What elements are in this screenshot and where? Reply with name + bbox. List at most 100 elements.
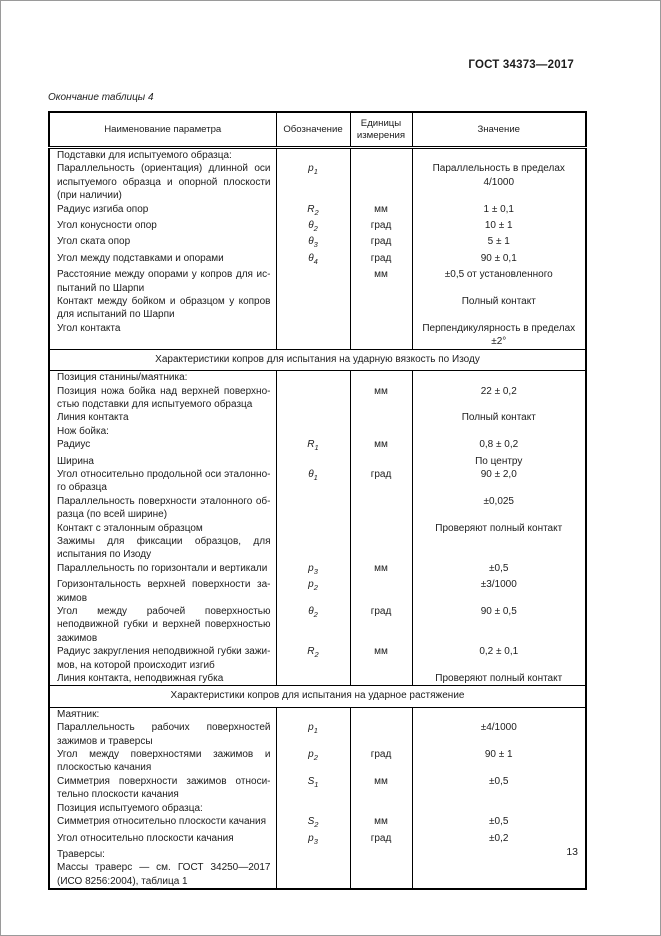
table-header-row: Наименование параметра Обозначение Едини… [49,112,586,149]
section-header-row: Характеристики копров для испытания на у… [49,685,586,708]
param-symbol-cell [276,521,351,535]
param-name-cell: Угол между подставками и опорами [49,251,277,269]
param-value-cell: Проверяют полный контакт [435,522,563,534]
param-symbol-cell [276,707,351,722]
param-name-cell: Линия контакта, неподвижная губка [49,672,277,686]
param-value-cell: 90 ± 0,1 [480,252,517,264]
table-row: Угол между подставками и опорами θ4 град 90… [49,251,586,269]
param-unit-cell [350,454,413,468]
param-value-cell: ±3/1000 [480,579,517,591]
param-symbol-cell: S2 [276,815,351,832]
param-unit-cell [350,847,413,862]
table-row: Маятник: [49,707,586,722]
param-name-cell: Угол между поверхностями зажимов и плоск… [49,748,277,775]
column-header-units: Единицы измерения [350,112,413,149]
table-row: Параллельность рабочих поверхностей зажи… [49,721,586,749]
table-row: Расстояние между опорами у копров для ис… [49,268,586,296]
param-symbol-cell [276,321,351,350]
param-symbol-cell [276,672,351,686]
param-name-cell: Маятник: [49,707,277,722]
table-row: Угол между рабочей поверхностью неподвиж… [49,605,586,646]
table-row: Угол относительно плоскости качания p3 гра… [49,831,586,848]
param-value-cell: 0,8 ± 0,2 [479,439,519,451]
table-row: Симметрия относительно плоскости качания… [49,815,586,832]
param-unit-cell [350,672,413,686]
param-name-cell: Параллельность (ориентация) длинной оси … [49,162,277,203]
param-unit-cell [350,801,413,816]
param-value-cell: По центру [475,455,523,467]
table-row: Линия контакта Полный контакт [49,411,586,425]
table-row: Позиция ножа бойка над верхней поверхно­… [49,384,586,412]
table-row: Радиус закругления неподвижной губки заж… [49,645,586,673]
column-header-designation: Обозначение [276,112,351,149]
param-value-cell: 5 ± 1 [487,236,510,248]
param-unit-cell: мм [350,815,413,832]
param-unit-cell [350,707,413,722]
param-name-cell: Угол конусности опор [49,219,277,236]
param-unit-cell: град [350,251,413,269]
param-unit-cell [350,521,413,535]
table-row: Параллельность поверхности эталонного об… [49,494,586,522]
param-unit-cell [350,147,413,163]
table-row: Зажимы для фиксации образцов, для испыта… [49,534,586,562]
param-name-cell: Радиус закругления неподвижной губки заж… [49,645,277,673]
table-row: Параллельность (ориентация) длинной оси … [49,162,586,203]
param-unit-cell [350,721,413,749]
table-row: Массы траверс — см. ГОСТ 34250—2017 (ИСО… [49,861,586,890]
param-value-cell: ±0,5 [489,775,509,787]
param-name-cell: Симметрия относительно плоскости качания [49,815,277,832]
param-unit-cell: мм [350,645,413,673]
param-name-cell: Траверсы: [49,847,277,862]
param-name-cell: Подставки для испытуемого образца: [49,147,277,163]
param-value-cell: ±0,5 [489,816,509,828]
param-symbol-cell: R2 [276,202,351,220]
param-unit-cell: град [350,748,413,775]
param-name-cell: Угол относительно продольной оси эталонн… [49,467,277,495]
table-row: Контакт с эталонным образцом Проверяют по… [49,521,586,535]
table-row: Угол ската опор θ3 град 5 ± 1 [49,235,586,252]
param-value-cell: 10 ± 1 [484,220,513,232]
param-symbol-cell [276,454,351,468]
param-name-cell: Параллельность по горизонтали и вертикал… [49,561,277,579]
param-symbol-cell [276,534,351,562]
section-header-row: Характеристики копров для испытания на у… [49,348,586,372]
param-name-cell: Угол между рабочей поверхностью неподвиж… [49,605,277,646]
param-symbol-cell: R1 [276,438,351,455]
param-unit-cell: мм [350,774,413,802]
param-value-cell: ±4/1000 [480,722,517,734]
table-row: Угол между поверхностями зажимов и плоск… [49,748,586,775]
param-name-cell: Горизонтальность верхней поверхности за­… [49,578,277,605]
param-value-cell [412,848,586,861]
document-number: ГОСТ 34373—2017 [468,59,574,71]
param-name-cell: Массы траверс — см. ГОСТ 34250—2017 (ИСО… [49,861,277,890]
param-name-cell: Радиус [49,438,277,455]
param-name-cell: Параллельность поверхности эталонного об… [49,494,277,522]
table-row: Траверсы: [49,847,586,862]
table-row: Позиция станины/маятника: [49,370,586,385]
param-name-cell: Зажимы для фиксации образцов, для испыта… [49,534,277,562]
param-value-cell [412,371,586,385]
param-unit-cell [350,295,413,322]
param-symbol-cell [276,424,351,439]
param-name-cell: Симметрия поверхности зажимов относи­тел… [49,774,277,802]
param-symbol-cell: θ1 [276,467,351,495]
column-header-name: Наименование параметра [49,112,277,149]
table-row: Подставки для испытуемого образца: [49,147,586,163]
param-unit-cell [350,321,413,350]
param-value-cell [412,802,586,815]
param-unit-cell [350,411,413,425]
param-unit-cell [350,578,413,605]
param-value-cell [412,707,586,721]
param-value-cell: ±0,5 [489,562,509,574]
param-unit-cell: град [350,831,413,848]
param-value-cell: 90 ± 0,5 [480,606,517,617]
param-symbol-cell: S1 [276,774,351,802]
param-value-cell: 1 ± 0,1 [483,203,514,215]
column-header-value: Значение [412,112,586,149]
param-unit-cell: град [350,219,413,236]
param-name-cell: Нож бойка: [49,424,277,439]
param-name-cell: Угол ската опор [49,235,277,252]
param-symbol-cell [276,268,351,296]
param-name-cell: Расстояние между опорами у копров для ис… [49,268,277,296]
param-name-cell: Позиция ножа бойка над верхней поверхно­… [49,384,277,412]
